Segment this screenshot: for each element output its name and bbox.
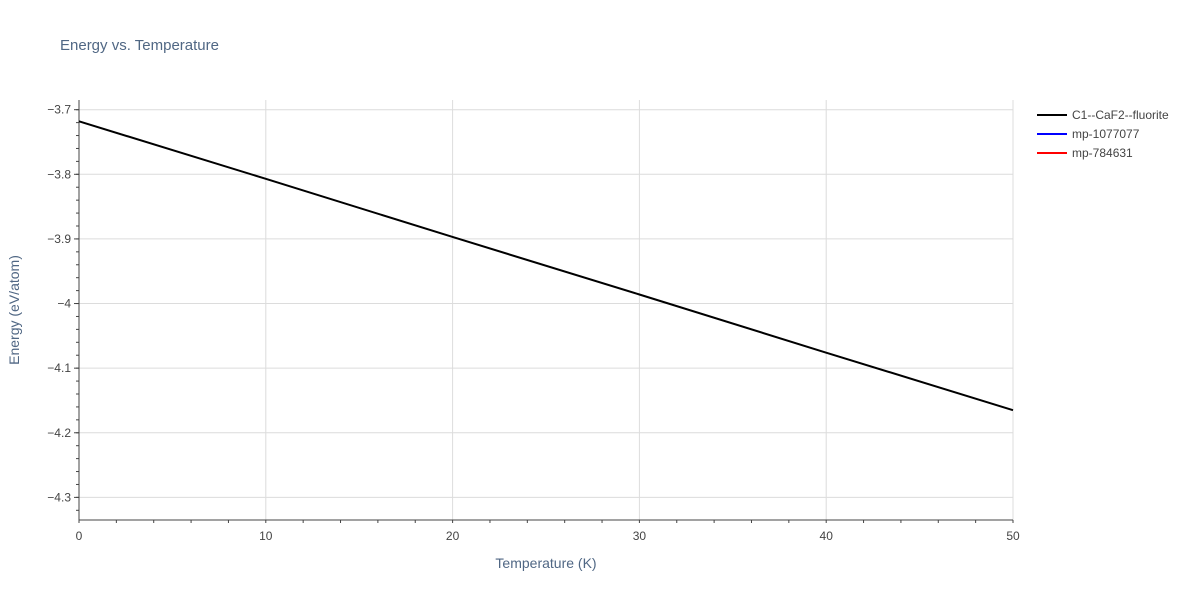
y-tick-label: −3.9 [47, 232, 71, 246]
legend-label: C1--CaF2--fluorite [1072, 108, 1169, 122]
chart-title: Energy vs. Temperature [60, 37, 219, 54]
axes [78, 100, 1013, 521]
grid-lines [79, 100, 1014, 520]
x-tick-label: 40 [820, 529, 834, 543]
legend-item[interactable]: mp-784631 [1037, 146, 1133, 160]
x-tick-label: 10 [259, 529, 273, 543]
y-tick-label: −4.1 [47, 361, 71, 375]
legend[interactable]: C1--CaF2--fluorite mp-1077077 mp-784631 [1037, 108, 1169, 160]
y-tick-label: −3.8 [47, 167, 71, 181]
y-tick-labels: −3.7 −3.8 −3.9 −4 −4.1 −4.2 −4.3 [47, 103, 79, 511]
legend-label: mp-784631 [1072, 146, 1133, 160]
x-tick-label: 20 [446, 529, 460, 543]
x-tick-label: 30 [633, 529, 647, 543]
x-axis-title: Temperature (K) [495, 555, 596, 571]
series-line [78, 120, 1014, 412]
y-tick-label: −4 [57, 297, 71, 311]
legend-item[interactable]: mp-1077077 [1037, 127, 1140, 141]
legend-item[interactable]: C1--CaF2--fluorite [1037, 108, 1169, 122]
x-tick-label: 0 [76, 529, 83, 543]
series-lines [78, 120, 1014, 412]
y-tick-label: −3.7 [47, 103, 71, 117]
x-tick-label: 50 [1006, 529, 1020, 543]
legend-label: mp-1077077 [1072, 127, 1140, 141]
y-tick-label: −4.3 [47, 490, 71, 504]
y-tick-label: −4.2 [47, 426, 71, 440]
y-axis-title: Energy (eV/atom) [6, 255, 22, 365]
x-tick-labels: 0 10 20 30 40 50 [76, 520, 1020, 543]
